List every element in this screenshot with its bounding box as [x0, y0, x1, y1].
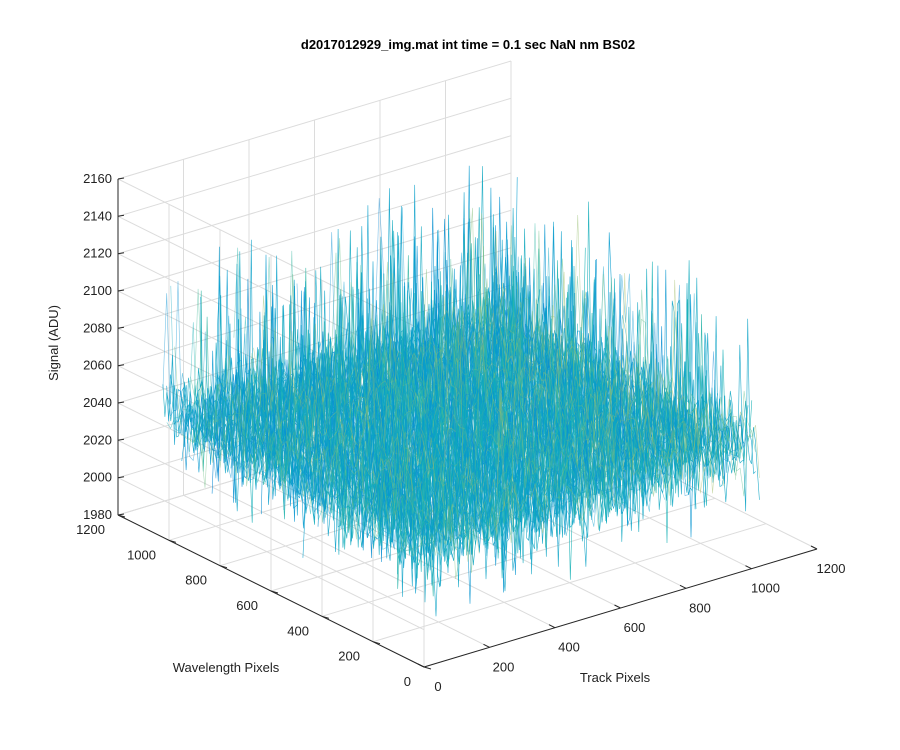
z-tick-mark: [117, 326, 125, 329]
x-tick-label: 1200: [817, 561, 846, 576]
z-tick-label: 2020: [83, 432, 112, 447]
x-tick-mark: [483, 643, 490, 648]
chart-title: d2017012929_img.mat int time = 0.1 sec N…: [301, 37, 635, 52]
z-tick-mark: [117, 289, 125, 292]
surface-column: [308, 290, 571, 536]
x-tick-label: 1000: [751, 581, 780, 596]
z-tick-mark: [117, 214, 125, 217]
x-tick-mark: [417, 663, 425, 668]
surface-column: [209, 306, 472, 537]
z-tick-label: 1980: [83, 507, 112, 522]
surface-column: [166, 322, 429, 567]
y-tick-label: 800: [185, 573, 207, 588]
z-tick-mark: [117, 177, 125, 180]
z-tick-label: 2080: [83, 320, 112, 335]
x-axis-ticks: 0 200 400 600 800 1000 1200: [417, 545, 846, 694]
surface-column: [221, 368, 484, 549]
x-axis-label: Track Pixels: [580, 670, 651, 685]
y-tick-label: 200: [338, 649, 360, 664]
y-tick-label: 600: [236, 598, 258, 613]
surface-column: [324, 252, 587, 504]
y-tick-mark: [372, 641, 381, 645]
x-tick-mark: [810, 545, 818, 550]
z-tick-label: 2100: [83, 283, 112, 298]
grid-line: [117, 97, 512, 217]
y-axis-label: Wavelength Pixels: [173, 660, 280, 675]
z-axis-label: Signal (ADU): [46, 305, 61, 381]
grid-line: [117, 60, 512, 180]
x-tick-mark: [745, 565, 752, 570]
grid-line: [117, 172, 512, 292]
x-tick-label: 800: [689, 600, 711, 615]
y-tick-mark: [321, 615, 330, 619]
y-tick-mark: [270, 590, 279, 594]
y-tick-mark: [168, 539, 177, 543]
grid-line: [117, 209, 512, 329]
x-tick-label: 400: [558, 640, 580, 655]
z-tick-label: 2000: [83, 470, 112, 485]
surface-column: [237, 316, 500, 553]
grid-line: [372, 523, 767, 643]
surface-row: [416, 312, 753, 580]
x-tick-mark: [548, 624, 556, 629]
x-tick-label: 600: [624, 620, 646, 635]
y-tick-label: 400: [287, 623, 309, 638]
y-tick-label: 0: [404, 674, 411, 689]
z-tick-label: 2040: [83, 395, 112, 410]
z-tick-mark: [117, 438, 125, 441]
surface-column: [170, 285, 433, 564]
z-tick-mark: [117, 252, 125, 255]
z-tick-mark: [117, 364, 125, 367]
grid-line: [117, 439, 425, 593]
surface-column: [162, 281, 425, 559]
x-tick-label: 200: [493, 659, 515, 674]
surface-column: [478, 266, 740, 466]
z-tick-mark: [117, 401, 125, 404]
grid-line: [117, 178, 425, 332]
y-tick-mark: [423, 666, 432, 670]
grid-line: [117, 477, 425, 631]
surface-column: [336, 281, 598, 529]
z-axis-ticks: 1980 2000 2020 2040 2060 2080 2100 2120 2140 2160: [83, 171, 125, 522]
z-tick-mark: [117, 476, 125, 479]
z-tick-label: 2060: [83, 358, 112, 373]
y-tick-label: 1200: [76, 522, 105, 537]
y-tick-mark: [117, 514, 126, 518]
grid-line: [321, 497, 716, 617]
x-tick-mark: [614, 604, 621, 609]
y-tick-label: 1000: [127, 547, 156, 562]
grid-line: [117, 135, 512, 255]
surface-column: [233, 247, 496, 550]
y-axis-ticks: 0 200 400 600 800 1000 1200: [76, 514, 432, 689]
z-tick-label: 2120: [83, 246, 112, 261]
surface-column: [292, 296, 555, 533]
x-tick-label: 0: [434, 679, 441, 694]
z-tick-label: 2160: [83, 171, 112, 186]
z-tick-label: 2140: [83, 208, 112, 223]
y-tick-mark: [219, 565, 228, 569]
surface-mesh: [162, 165, 760, 617]
x-tick-mark: [679, 584, 687, 589]
